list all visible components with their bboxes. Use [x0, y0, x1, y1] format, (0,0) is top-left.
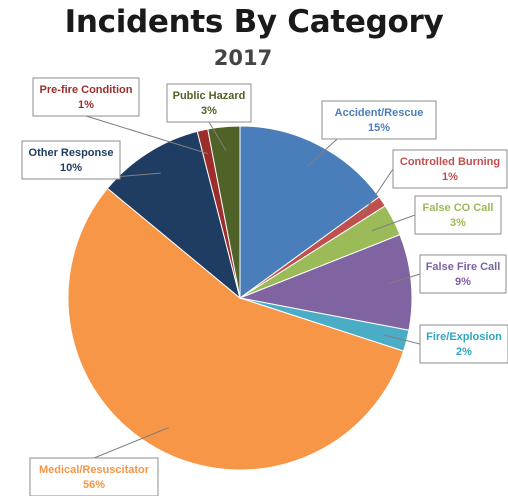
slice-label-other-response: Other Response — [29, 147, 114, 159]
slice-label-false-co-call: False CO Call — [423, 202, 494, 214]
leader-line-pre-fire-condition — [85, 115, 208, 155]
leader-line-false-co-call — [371, 214, 416, 232]
leader-line-public-hazard — [208, 121, 227, 151]
slice-value-medical-resuscitator: 56% — [83, 479, 105, 491]
slice-label-accident-rescue: Accident/Rescue — [335, 107, 424, 119]
pie-slice-false-fire-call — [238, 234, 413, 331]
slice-label-false-fire-call: False Fire Call — [426, 261, 501, 273]
leader-line-controlled-burning — [361, 168, 394, 216]
chart-title: Incidents By Category — [64, 4, 444, 40]
label-box-false-co-call — [414, 195, 502, 235]
leader-line-medical-resuscitator — [93, 427, 169, 459]
slice-value-false-fire-call: 9% — [455, 276, 471, 288]
pie-slices — [67, 125, 413, 471]
label-box-fire-explosion — [419, 324, 508, 364]
slice-value-false-co-call: 3% — [450, 217, 466, 229]
label-box-pre-fire-condition — [32, 77, 140, 117]
leader-line-fire-explosion — [383, 334, 421, 345]
label-box-medical-resuscitator — [29, 457, 159, 496]
label-box-controlled-burning — [392, 149, 508, 189]
pie-slice-accident-rescue — [239, 125, 380, 299]
slice-label-medical-resuscitator: Medical/Resuscitator — [39, 464, 150, 476]
slice-label-fire-explosion: Fire/Explosion — [426, 331, 502, 343]
label-box-public-hazard — [166, 83, 252, 123]
chart-subtitle: 2017 — [213, 46, 273, 70]
slice-value-fire-explosion: 2% — [456, 346, 472, 358]
pie-slice-public-hazard — [207, 125, 241, 299]
pie-slice-medical-resuscitator — [67, 187, 405, 471]
slice-labels: Accident/Rescue 15% Controlled Burning 1% Fa… — [21, 77, 508, 496]
pie-slice-other-response — [106, 130, 241, 300]
slice-label-pre-fire-condition: Pre-fire Condition — [40, 84, 133, 96]
label-box-false-fire-call — [419, 254, 507, 294]
slice-label-public-hazard: Public Hazard — [173, 90, 246, 102]
label-box-other-response — [21, 140, 121, 180]
slice-value-controlled-burning: 1% — [442, 171, 458, 183]
slice-label-controlled-burning: Controlled Burning — [400, 156, 500, 168]
label-box-accident-rescue — [321, 100, 437, 140]
slice-value-other-response: 10% — [60, 162, 82, 174]
slice-value-public-hazard: 3% — [201, 105, 217, 117]
leader-line-false-fire-call — [387, 273, 421, 285]
slice-value-pre-fire-condition: 1% — [78, 99, 94, 111]
slice-value-accident-rescue: 15% — [368, 122, 390, 134]
